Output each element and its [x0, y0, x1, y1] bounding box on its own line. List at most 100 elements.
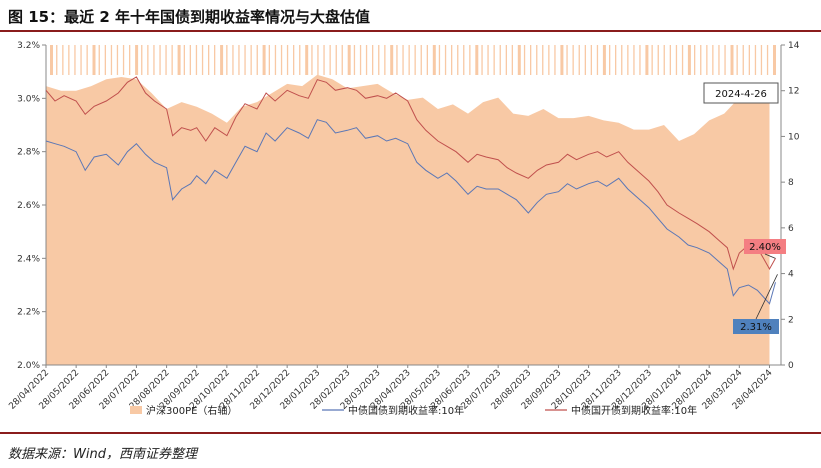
pe-spike [687, 45, 691, 75]
pe-spike [311, 45, 313, 75]
pe-spike [505, 45, 507, 75]
pe-spike [444, 45, 447, 75]
pe-spike [578, 45, 580, 75]
pe-spike [718, 45, 720, 75]
pe-spike [347, 45, 351, 75]
pe-spike [530, 45, 532, 75]
pe-spike [560, 45, 564, 75]
pe-spike [457, 45, 459, 75]
pe-spike [141, 45, 143, 75]
pe-spike [232, 45, 234, 75]
pe-spike [359, 45, 362, 75]
pe-spike [773, 45, 776, 75]
pe-spike [548, 45, 550, 75]
date-box [703, 82, 779, 104]
pe-spike [536, 45, 538, 75]
pe-spike [700, 45, 702, 75]
pe-spike [147, 45, 149, 75]
pe-spike [365, 45, 368, 75]
pe-spike [262, 45, 266, 75]
pe-spike [384, 45, 386, 75]
left-tick-label: 2.0% [17, 361, 40, 371]
pe-spike [329, 45, 331, 75]
figure-title: 图 15：最近 2 年十年国债到期收益率情况与大盘估值 [8, 8, 370, 26]
pe-spike [760, 45, 763, 75]
pe-spike [201, 45, 204, 75]
pe-spike [153, 45, 155, 75]
pe-spike [378, 45, 380, 75]
pe-spike [602, 45, 606, 75]
pe-spike [208, 45, 210, 75]
pe-spike [542, 45, 544, 75]
pe-spike [256, 45, 258, 75]
right-tick-label: 10 [788, 132, 800, 142]
pe-spike [408, 45, 410, 75]
right-tick-label: 12 [788, 87, 799, 97]
pe-spike [122, 45, 125, 75]
pe-spike [286, 45, 289, 75]
pe-spike [426, 45, 428, 75]
right-tick-label: 8 [788, 178, 794, 188]
date-label: 2024-4-26 [715, 89, 767, 100]
yield-pe-chart: 2.0% 2.2% 2.4% 2.6% 2.8% 3.0% 3.2% 0 2 4 6 8 10 12 14 2… [7, 41, 800, 417]
pe-spike [627, 45, 629, 75]
pe-spike [766, 45, 769, 75]
pe-spike [554, 45, 556, 75]
pe-spike [80, 45, 82, 75]
pe-spike [572, 45, 574, 75]
pe-spike [86, 45, 88, 75]
pe-spike [469, 45, 471, 75]
cgb-10y-line [45, 119, 776, 305]
pe-spike [736, 45, 738, 75]
pe-spike [214, 45, 216, 75]
pe-spike [730, 45, 734, 75]
source-note: 数据来源：Wind，西南证券整理 [8, 447, 197, 462]
pe-spike [238, 45, 240, 75]
pe-spike [274, 45, 277, 75]
pe-spike [353, 45, 356, 75]
annotation-layer: 2024-4-26 2.40% 2.31% [703, 82, 786, 334]
pe-spike [110, 45, 113, 75]
pe-spike [645, 45, 649, 75]
right-tick-label: 4 [788, 270, 794, 280]
pe-spike [511, 45, 513, 75]
cdb-last-label-bg [744, 239, 786, 254]
right-tick-label: 14 [788, 41, 800, 51]
left-tick-label: 3.2% [17, 41, 40, 51]
pe-spike [226, 45, 228, 75]
pe-spike [414, 45, 416, 75]
pe-spike [596, 45, 599, 75]
pe-spike [104, 45, 106, 75]
pe-spike [280, 45, 283, 75]
pe-spike [566, 45, 568, 75]
pe-spike [299, 45, 301, 75]
pe-spike [633, 45, 635, 75]
pe-spike [68, 45, 70, 75]
pe-spike [189, 45, 191, 75]
pe-spike [639, 45, 641, 75]
cdb-last-label: 2.40% [749, 242, 781, 253]
pe-spike [220, 45, 224, 75]
pe-spike [50, 45, 53, 75]
pe-spike [396, 45, 398, 75]
legend-label-pe: 沪深300PE（右轴） [146, 404, 237, 417]
cgb-last-label: 2.31% [740, 322, 772, 333]
right-tick-label: 6 [788, 224, 794, 234]
pe-spike [390, 45, 394, 75]
pe-spike [432, 45, 436, 75]
pe-spike [177, 45, 181, 75]
legend-label-cgb: 中债国债到期收益率:10年 [348, 404, 464, 417]
pe-spike [615, 45, 617, 75]
pe-spike [517, 45, 521, 75]
pe-spike [706, 45, 708, 75]
pe-spike [183, 45, 185, 75]
lines-layer [45, 76, 776, 305]
left-tick-label: 3.0% [17, 94, 40, 104]
pe-spike [681, 45, 684, 75]
cdb-10y-line [45, 76, 776, 271]
pe-spike [165, 45, 167, 75]
pe-spike [675, 45, 678, 75]
pe-spike [609, 45, 611, 75]
pe-spike [116, 45, 119, 75]
pe-spike [748, 45, 750, 75]
